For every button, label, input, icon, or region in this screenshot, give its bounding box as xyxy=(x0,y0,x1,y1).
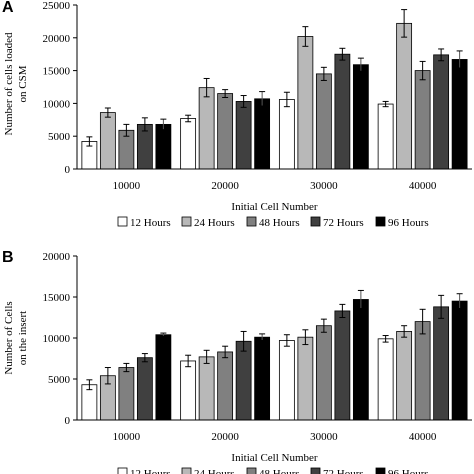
panel-a-ytick-label: 25000 xyxy=(43,0,71,12)
panel-b-category-label: 30000 xyxy=(310,431,338,443)
panel-b-legend-label: 48 Hours xyxy=(259,468,300,474)
panel-a-bar xyxy=(414,70,431,170)
panel-a-bar xyxy=(254,98,271,170)
panel-b-legend-swatch xyxy=(117,467,128,474)
panel-b-bar xyxy=(377,338,394,421)
panel-b-bar xyxy=(254,336,271,421)
panel-b-letter: B xyxy=(2,249,14,266)
panel-b-ytick-label: 20000 xyxy=(43,251,71,263)
panel-a: A 0 5000 10000 15000 20000 25000 Number of cell… xyxy=(2,0,472,229)
panel-b-bar xyxy=(278,340,295,421)
panel-b-legend-swatch xyxy=(375,467,386,474)
panel-a-ytick-label: 10000 xyxy=(43,98,71,110)
panel-a-letter: A xyxy=(2,0,14,16)
panel-a-bar xyxy=(155,123,172,170)
panel-b-ytick-label: 0 xyxy=(65,415,71,427)
panel-a-legend-label: 72 Hours xyxy=(323,217,364,229)
panel-a-category-label: 30000 xyxy=(310,180,338,192)
panel-a-ytick-label: 15000 xyxy=(43,66,71,78)
panel-b-x-axis-title: Initial Cell Number xyxy=(231,452,317,464)
panel-b-bar xyxy=(433,306,450,421)
panel-a-legend-label: 48 Hours xyxy=(259,217,300,229)
panel-a-bar xyxy=(217,93,234,170)
panel-a-legend-label: 96 Hours xyxy=(388,217,429,229)
panel-a-legend-swatch xyxy=(310,216,321,227)
panel-b-bar xyxy=(235,340,252,421)
panel-a-legend-label: 24 Hours xyxy=(194,217,235,229)
panel-b-y-axis-title: on the insert xyxy=(17,311,29,365)
panel-a-bar xyxy=(180,118,197,170)
panel-a-bar xyxy=(278,99,295,170)
panel-a-category-label: 20000 xyxy=(211,180,239,192)
panel-b-bar xyxy=(451,300,468,421)
panel-a-ytick-label: 0 xyxy=(65,164,71,176)
panel-b-legend-label: 24 Hours xyxy=(194,468,235,474)
panel-b-bar xyxy=(334,310,351,421)
panel-a-legend-swatch xyxy=(375,216,386,227)
panel-a-bar xyxy=(99,112,116,170)
panel-b-bar xyxy=(180,360,197,421)
panel-b-bar xyxy=(155,334,172,421)
panel-b-bar xyxy=(414,321,431,421)
panel-a-ytick-label: 20000 xyxy=(43,33,71,45)
panel-a-legend-swatch xyxy=(181,216,192,227)
panel-a-bar xyxy=(396,22,413,170)
panel-a-y-axis-title: Number of cells loaded xyxy=(3,32,15,135)
panel-b-category-label: 10000 xyxy=(113,431,141,443)
panel-a-ytick-label: 5000 xyxy=(48,131,71,143)
panel-b-ytick-label: 10000 xyxy=(43,333,71,345)
panel-b-bar xyxy=(198,356,215,421)
panel-b-y-axis-title: Number of Cells xyxy=(3,301,15,374)
panel-a-legend-swatch xyxy=(246,216,257,227)
panel-a-bar xyxy=(198,87,215,170)
panel-b-legend-swatch xyxy=(310,467,321,474)
panel-a-x-axis-title: Initial Cell Number xyxy=(231,201,317,213)
panel-a-bar xyxy=(315,73,332,170)
panel-a-y-axis-title: on CSM xyxy=(17,65,29,102)
panel-a-bar xyxy=(235,101,252,170)
panel-b-bar xyxy=(315,325,332,421)
panel-b-bar xyxy=(297,336,314,421)
panel-a-bar xyxy=(433,54,450,170)
panel-b-category-label: 40000 xyxy=(409,431,437,443)
panel-a-category-label: 40000 xyxy=(409,180,437,192)
panel-b-bar xyxy=(118,367,135,421)
panel-b-bar xyxy=(136,357,153,421)
panel-b-ytick-label: 5000 xyxy=(48,374,71,386)
panel-a-bar xyxy=(377,103,394,170)
panel-b-legend-label: 96 Hours xyxy=(388,468,429,474)
panel-b-ytick-label: 15000 xyxy=(43,292,71,304)
panel-b-legend-label: 12 Hours xyxy=(130,468,171,474)
panel-b-legend-swatch xyxy=(246,467,257,474)
panel-b-bar xyxy=(352,299,369,421)
panel-b: B 0 5000 10000 15000 20000 Number of Cells on t… xyxy=(2,249,472,474)
panel-b-category-label: 20000 xyxy=(211,431,239,443)
panel-a-legend-swatch xyxy=(117,216,128,227)
panel-a-bar xyxy=(297,36,314,170)
panel-a-bar xyxy=(352,64,369,170)
panel-a-bar xyxy=(334,53,351,170)
panel-a-bar xyxy=(451,59,468,170)
panel-b-bar xyxy=(217,351,234,421)
panel-b-bar xyxy=(396,331,413,421)
panel-a-category-label: 10000 xyxy=(113,180,141,192)
panel-b-legend-swatch xyxy=(181,467,192,474)
panel-a-legend-label: 12 Hours xyxy=(130,217,171,229)
panel-b-legend-label: 72 Hours xyxy=(323,468,364,474)
